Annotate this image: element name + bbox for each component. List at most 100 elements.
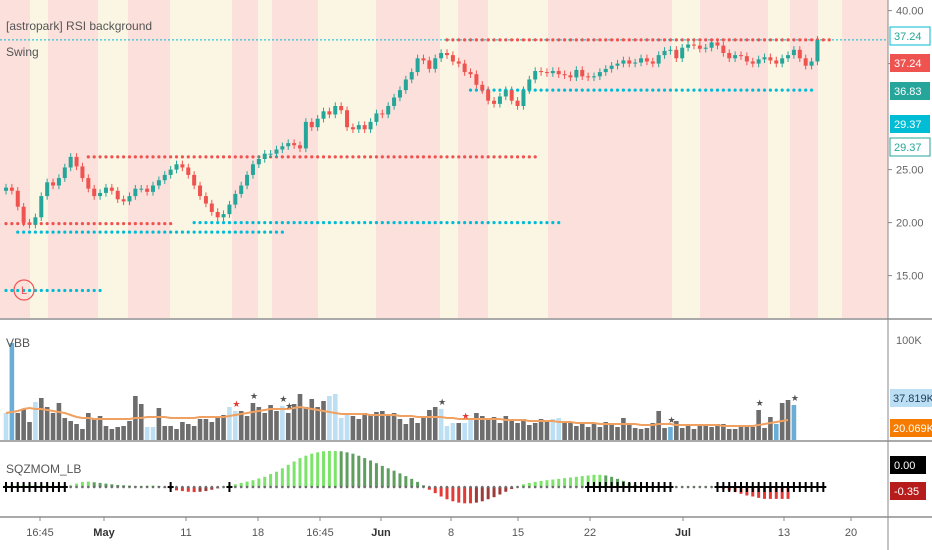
candle-body <box>198 185 203 197</box>
neutral-band <box>318 0 376 318</box>
stop-dot <box>792 38 796 42</box>
stop-dot <box>221 221 226 225</box>
stop-dot <box>539 88 543 92</box>
squeeze-bar <box>492 487 496 498</box>
squeeze-zero-dot <box>298 485 302 489</box>
stop-dot <box>510 221 514 225</box>
stop-dot <box>662 88 667 92</box>
stop-dot <box>274 221 279 225</box>
stop-dot <box>216 155 220 159</box>
stop-dot <box>474 38 478 42</box>
candle-body <box>815 39 820 62</box>
stop-dot <box>492 155 496 159</box>
candle-body <box>168 169 173 175</box>
stop-dot <box>468 88 473 92</box>
squeeze-zero-dot <box>263 485 267 489</box>
marker-label: L <box>21 285 27 297</box>
stop-dot <box>333 221 337 225</box>
candle-body <box>686 44 691 48</box>
squeeze-zero-dot <box>439 485 443 489</box>
candle-body <box>733 55 738 59</box>
squeeze-zero-dot <box>128 485 131 489</box>
volume-bar <box>650 423 656 440</box>
squeeze-bar <box>563 478 567 487</box>
stop-dot <box>633 38 637 42</box>
stop-dot <box>515 88 520 92</box>
volume-bar <box>174 429 179 440</box>
squeeze-zero-dot <box>375 485 378 489</box>
price-badge-label: 36.83 <box>894 86 922 98</box>
stop-dot <box>521 155 526 159</box>
squeeze-zero-dot <box>198 485 202 489</box>
candle-body <box>574 69 579 78</box>
candle-body <box>162 174 167 181</box>
stop-dot <box>474 221 478 225</box>
volume-bar <box>632 428 638 440</box>
stop-dot <box>292 155 296 159</box>
stop-dot <box>221 230 226 234</box>
candle-body <box>156 180 161 186</box>
stop-dot <box>610 38 614 42</box>
stop-dot <box>463 221 467 225</box>
squeeze-panel-bg <box>0 442 888 516</box>
volume-bar <box>15 413 21 440</box>
candle-body <box>544 72 549 74</box>
candle-body <box>80 166 85 179</box>
stop-dot <box>345 155 349 159</box>
volume-bar <box>615 427 620 440</box>
squeeze-zero-dot <box>410 485 414 489</box>
stop-dot <box>615 88 620 92</box>
stop-dot <box>651 38 655 42</box>
stop-dot <box>210 230 214 234</box>
stop-dot <box>92 155 96 159</box>
volume-bar <box>62 418 68 440</box>
axis-layer: 40.0035.0025.0020.0015.0037.2437.2436.83… <box>26 6 932 539</box>
candle-body <box>515 100 520 106</box>
volume-bar <box>656 411 661 440</box>
candle-body <box>803 58 808 66</box>
candle-body <box>492 100 497 104</box>
stop-dot <box>368 155 373 159</box>
time-tick-label: Jul <box>675 527 691 539</box>
stop-dot <box>545 38 549 42</box>
candle-body <box>15 190 20 207</box>
squeeze-bar <box>533 481 537 487</box>
squeeze-zero-dot <box>398 485 402 489</box>
squeeze-bar <box>574 476 578 487</box>
stop-dot <box>157 230 161 234</box>
volume-star-icon: ★ <box>438 398 446 408</box>
stop-dot <box>633 88 637 92</box>
stop-dot <box>57 288 61 293</box>
stop-dot <box>198 155 202 159</box>
stop-dot <box>692 38 696 42</box>
stop-dot <box>368 221 373 225</box>
candle-body <box>668 49 673 51</box>
stop-dot <box>39 222 43 226</box>
stop-dot <box>580 38 584 42</box>
squeeze-zero-dot <box>369 485 372 489</box>
squeeze-zero-dot <box>422 485 425 489</box>
squeeze-zero-dot <box>686 485 690 489</box>
stop-dot <box>80 230 85 234</box>
volume-bar <box>421 418 426 440</box>
volume-bar <box>250 403 256 440</box>
time-tick-label: 20 <box>845 527 857 539</box>
stop-dot <box>498 88 502 92</box>
stop-dot <box>757 38 761 42</box>
main-subtitle: Swing <box>6 45 39 59</box>
squeeze-zero-dot <box>216 485 219 489</box>
stop-dot <box>127 222 132 226</box>
squeeze-bar <box>245 481 249 487</box>
squeeze-zero-dot <box>492 485 496 489</box>
stop-dot <box>486 155 490 159</box>
squeeze-bar <box>521 484 525 487</box>
volume-star-icon: ★ <box>250 392 258 402</box>
squeeze-zero-dot <box>539 485 543 489</box>
stop-dot <box>204 155 208 159</box>
candle-body <box>298 145 302 149</box>
squeeze-bar <box>404 476 408 487</box>
squeeze-zero-dot <box>134 485 137 489</box>
volume-bar <box>721 424 726 440</box>
candle-body <box>133 188 138 197</box>
